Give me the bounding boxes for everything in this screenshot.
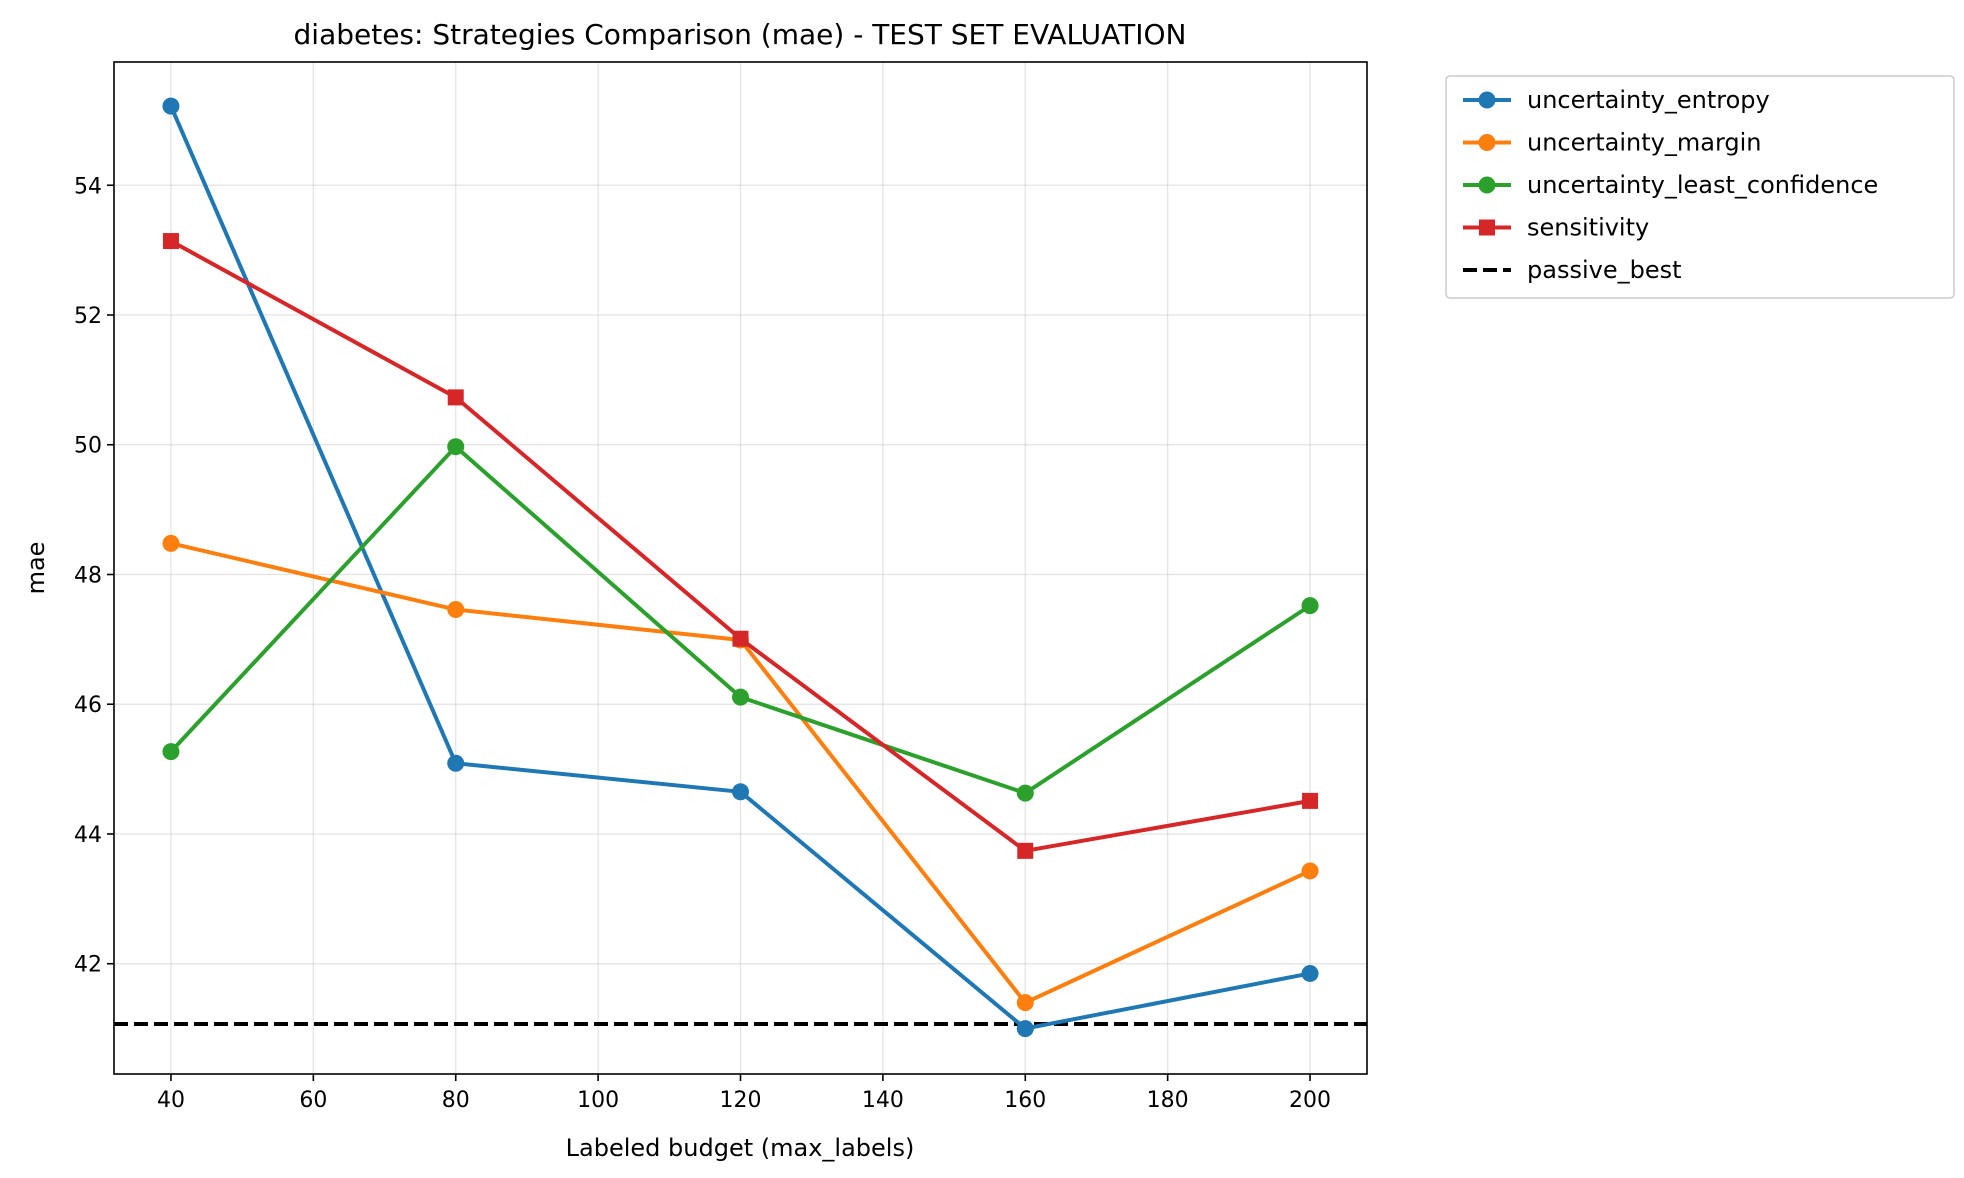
legend-marker-uncertainty-least-confidence — [1478, 176, 1496, 194]
series-point-sensitivity — [447, 389, 464, 406]
series-point-uncertainty-entropy — [1016, 1020, 1034, 1038]
series-lines — [162, 97, 1319, 1038]
x-tick-label: 80 — [442, 1088, 470, 1113]
x-tick-label: 180 — [1147, 1088, 1189, 1113]
series-point-sensitivity — [732, 630, 749, 647]
legend-label-uncertainty-entropy: uncertainty_entropy — [1527, 86, 1770, 114]
series-point-uncertainty-margin — [1016, 994, 1034, 1012]
series-point-uncertainty-least-confidence — [1016, 784, 1034, 802]
series-point-uncertainty-margin — [447, 601, 465, 619]
series-point-sensitivity — [1017, 842, 1034, 859]
x-tick-label: 60 — [299, 1088, 327, 1113]
x-axis-label: Labeled budget (max_labels) — [566, 1134, 915, 1162]
series-point-uncertainty-margin — [162, 534, 180, 552]
legend-frame — [1445, 75, 1955, 299]
series-point-sensitivity — [162, 233, 179, 250]
legend-marker-sensitivity — [1479, 219, 1495, 236]
y-axis-label: mae — [22, 542, 50, 595]
x-tick-label: 160 — [1004, 1088, 1046, 1113]
series-point-uncertainty-least-confidence — [447, 438, 465, 456]
series-point-uncertainty-least-confidence — [732, 688, 749, 706]
series-point-sensitivity — [1302, 792, 1319, 809]
legend-label-uncertainty-margin: uncertainty_margin — [1527, 129, 1762, 157]
legend-label-passive-best: passive_best — [1527, 256, 1682, 284]
y-tick-label: 48 — [74, 563, 102, 588]
x-axis-ticks: 40 60 80 100 120 140 160 180 200 — [157, 1074, 1331, 1113]
y-tick-label: 52 — [74, 304, 102, 329]
y-tick-label: 50 — [74, 434, 102, 459]
legend-label-uncertainty-least-confidence: uncertainty_least_confidence — [1527, 171, 1878, 199]
series-point-uncertainty-least-confidence — [162, 743, 180, 761]
y-tick-label: 54 — [74, 174, 102, 199]
x-tick-label: 200 — [1289, 1088, 1331, 1113]
y-tick-label: 44 — [74, 823, 102, 848]
y-tick-label: 46 — [74, 693, 102, 718]
legend-label-sensitivity: sensitivity — [1527, 214, 1649, 242]
x-tick-label: 140 — [862, 1088, 904, 1113]
legend: uncertainty_entropy uncertainty_marginunc… — [1445, 75, 1955, 299]
legend-marker-uncertainty-entropy — [1478, 91, 1496, 109]
x-tick-label: 100 — [577, 1088, 619, 1113]
x-tick-label: 40 — [157, 1088, 185, 1113]
y-tick-label: 42 — [74, 953, 102, 978]
series-point-uncertainty-least-confidence — [1301, 597, 1319, 615]
x-tick-label: 120 — [720, 1088, 762, 1113]
series-point-uncertainty-entropy — [1301, 964, 1319, 982]
series-point-uncertainty-entropy — [447, 754, 465, 772]
series-point-uncertainty-entropy — [162, 97, 180, 115]
grid — [114, 62, 1367, 1074]
series-point-uncertainty-margin — [1301, 862, 1319, 880]
legend-marker-uncertainty-margin — [1478, 134, 1496, 151]
chart-title: diabetes: Strategies Comparison (mae) - … — [294, 18, 1187, 51]
series-point-uncertainty-entropy — [732, 783, 749, 801]
y-axis-ticks: 42 44 46 48 50 52 54 — [74, 174, 114, 978]
